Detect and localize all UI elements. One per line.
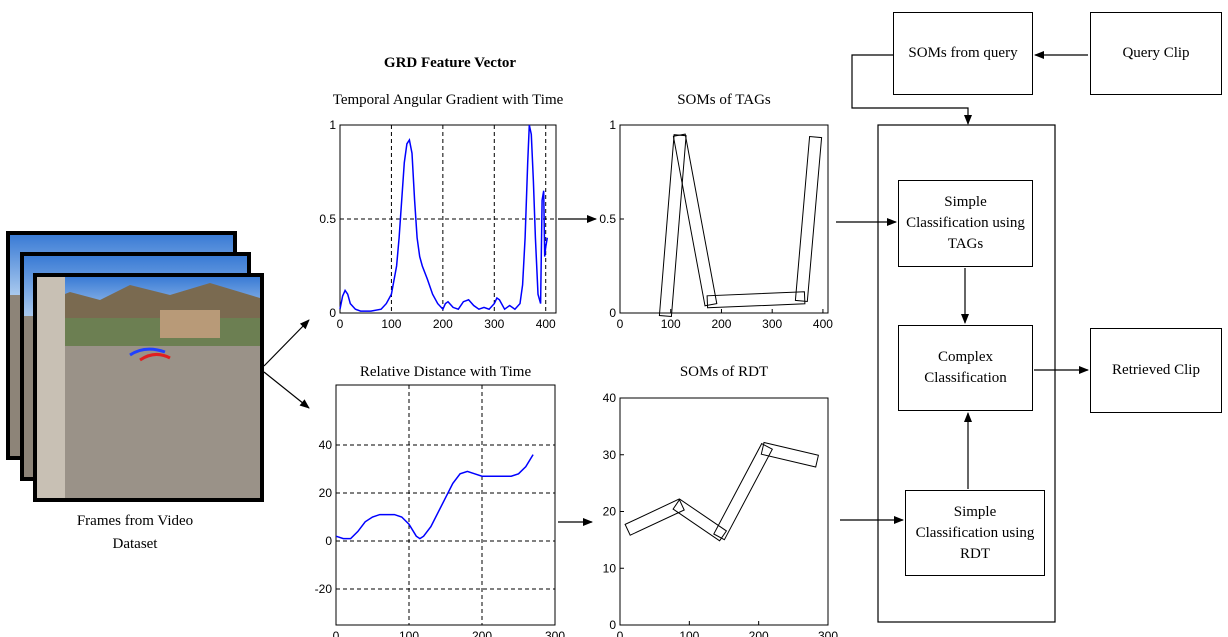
y-tick-label: 0.5 (599, 212, 616, 226)
x-tick-label: 200 (711, 317, 731, 331)
node-complex: Complex Classification (898, 325, 1033, 411)
x-tick-label: 0 (617, 317, 624, 331)
plot-frame (619, 397, 829, 626)
y-tick-label: 40 (603, 391, 617, 405)
y-tick-label: -20 (315, 582, 333, 596)
som-segment (760, 441, 819, 468)
x-tick-label: 100 (399, 629, 419, 637)
connectors (263, 51, 1089, 623)
y-tick-label: 10 (603, 561, 617, 575)
node-simple-tags: Simple Classification using TAGs (898, 180, 1033, 267)
x-tick-label: 100 (661, 317, 681, 331)
y-tick-label: 1 (329, 118, 336, 132)
x-tick-label: 0 (617, 629, 624, 637)
plot-frame (335, 384, 556, 626)
y-tick-label: 0 (329, 306, 336, 320)
y-tick-label: 0 (609, 306, 616, 320)
x-tick-label: 300 (762, 317, 782, 331)
chart-title: Relative Distance with Time (360, 364, 532, 380)
chart-title: SOMs of TAGs (677, 92, 771, 108)
y-tick-label: 30 (603, 448, 617, 462)
som-segment (672, 498, 728, 542)
som-segment (794, 135, 823, 303)
chart-title: SOMs of RDT (680, 364, 768, 380)
y-tick-label: 0.5 (319, 212, 336, 226)
node-retrieved: Retrieved Clip (1090, 328, 1222, 413)
x-tick-label: 200 (433, 317, 453, 331)
y-tick-label: 1 (609, 118, 616, 132)
chart-title: Temporal Angular Gradient with Time (333, 92, 564, 108)
x-tick-label: 100 (679, 629, 699, 637)
x-tick-label: 200 (749, 629, 769, 637)
node-query-clip: Query Clip (1090, 12, 1222, 95)
x-tick-label: 0 (337, 317, 344, 331)
som-segment (658, 134, 687, 318)
x-tick-label: 100 (381, 317, 401, 331)
x-tick-label: 400 (813, 317, 833, 331)
frames-caption: Frames from Video Dataset (76, 513, 194, 552)
x-tick-label: 300 (818, 629, 838, 637)
y-tick-label: 0 (325, 534, 332, 548)
section-title: GRD Feature Vector (384, 55, 517, 71)
data-line (335, 454, 534, 540)
som-segment (706, 291, 806, 309)
y-tick-label: 0 (609, 618, 616, 632)
som-segment (713, 442, 773, 541)
video-frames (6, 231, 264, 502)
y-tick-label: 40 (319, 438, 333, 452)
x-tick-label: 0 (333, 629, 340, 637)
x-tick-label: 300 (484, 317, 504, 331)
x-tick-label: 200 (472, 629, 492, 637)
node-som-query: SOMs from query (893, 12, 1033, 95)
x-tick-label: 400 (536, 317, 556, 331)
som-segment (672, 133, 718, 307)
y-tick-label: 20 (603, 505, 617, 519)
y-tick-label: 20 (319, 486, 333, 500)
som-segment (624, 498, 685, 536)
data-line (339, 124, 549, 312)
node-simple-rdt: Simple Classification using RDT (905, 490, 1045, 576)
x-tick-label: 300 (545, 629, 565, 637)
